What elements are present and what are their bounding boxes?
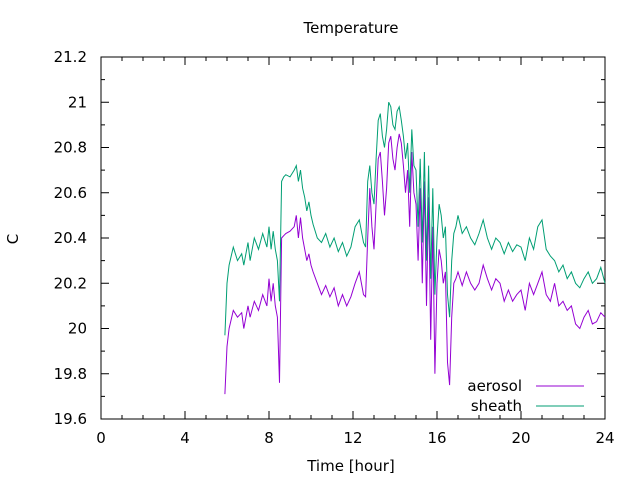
y-tick-label: 20.8 xyxy=(54,139,87,157)
y-tick-label: 19.8 xyxy=(54,365,87,383)
series-layer xyxy=(224,101,606,395)
y-tick-label: 21.2 xyxy=(54,48,87,66)
x-tick-label: 0 xyxy=(96,429,106,447)
y-tick-label: 20 xyxy=(68,320,87,338)
series-line-aerosol xyxy=(224,133,606,395)
x-tick-label: 4 xyxy=(180,429,190,447)
chart-title: Temperature xyxy=(302,19,398,37)
y-tick-label: 20.4 xyxy=(54,229,87,247)
legend-label-sheath: sheath xyxy=(471,397,522,415)
series-line-sheath xyxy=(224,101,606,336)
y-tick-label: 21 xyxy=(68,93,87,111)
y-tick-label: 20.6 xyxy=(54,184,87,202)
x-tick-label: 12 xyxy=(343,429,362,447)
y-axis-label: C xyxy=(4,234,22,244)
x-tick-label: 20 xyxy=(511,429,530,447)
x-axis-label: Time [hour] xyxy=(306,457,395,475)
axes: 0 4 8 12 16 20 24 19.6 19.8 20 20.2 20.4 20.6 20.8 21 2… xyxy=(54,48,615,447)
y-tick-label: 20.2 xyxy=(54,274,87,292)
y-tick-label: 19.6 xyxy=(54,410,87,428)
legend: aerosol sheath xyxy=(467,377,584,415)
x-tick-label: 16 xyxy=(427,429,446,447)
x-tick-label: 24 xyxy=(595,429,614,447)
legend-label-aerosol: aerosol xyxy=(467,377,522,395)
x-tick-label: 8 xyxy=(264,429,274,447)
